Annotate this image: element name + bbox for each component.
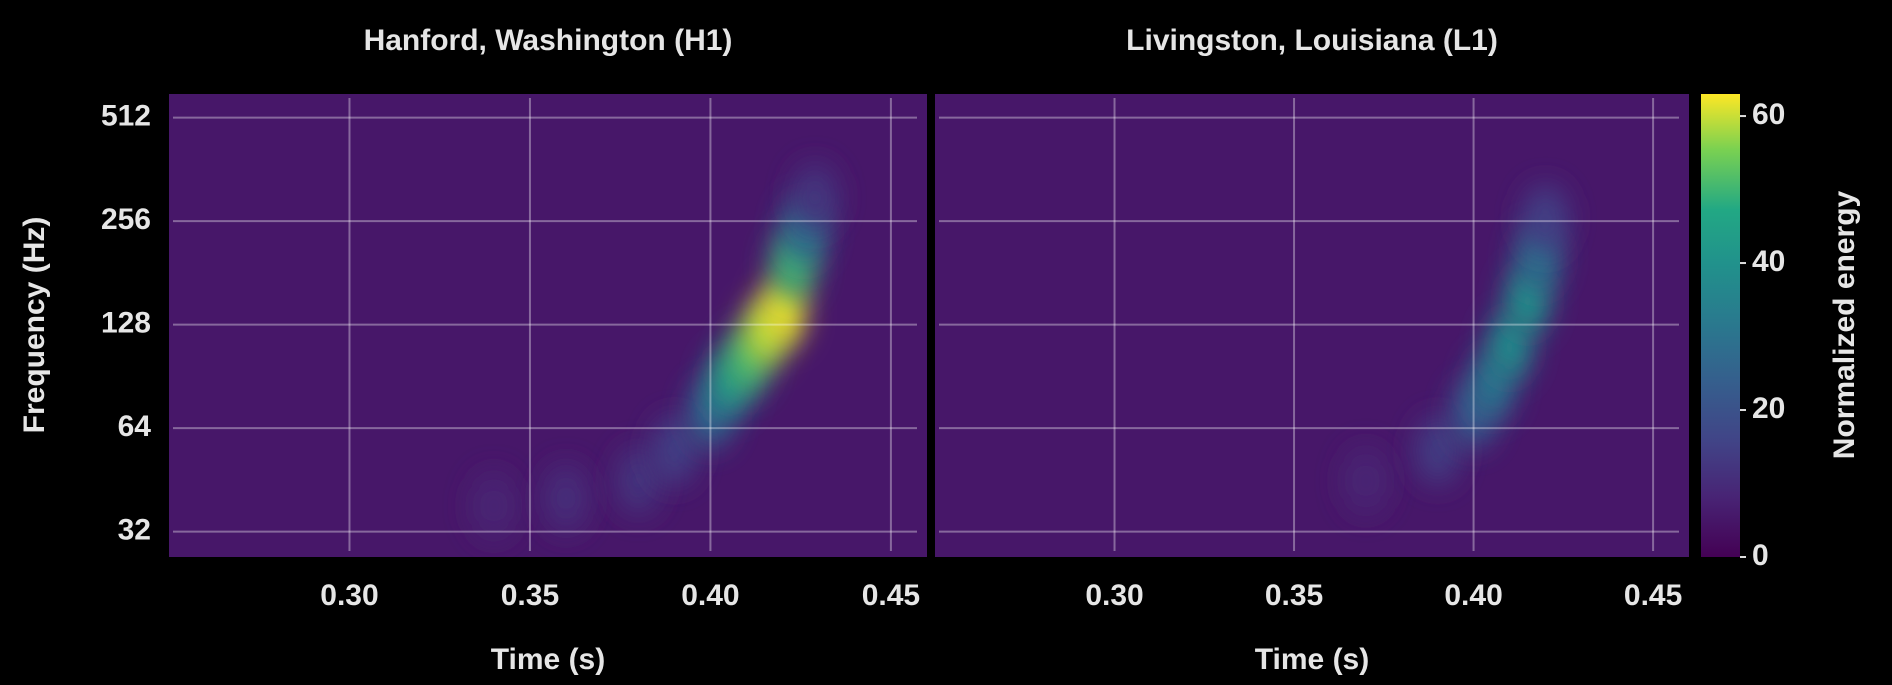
- x-tick-label: 0.30: [320, 579, 378, 612]
- colorbar-tick-label: 0: [1752, 539, 1769, 572]
- plot-background: [935, 94, 1689, 557]
- x-tick-label: 0.40: [681, 579, 739, 612]
- y-tick-label: 512: [101, 100, 151, 133]
- x-axis-label: Time (s): [491, 643, 605, 676]
- colorbar-label: Normalized energy: [1828, 190, 1861, 459]
- x-tick-label: 0.35: [1265, 579, 1323, 612]
- colorbar-tick-label: 20: [1752, 392, 1785, 425]
- panel-title: Hanford, Washington (H1): [364, 24, 733, 57]
- colorbar-tick-label: 40: [1752, 245, 1785, 278]
- y-tick-label: 64: [118, 410, 152, 443]
- y-tick-label: 32: [118, 514, 151, 547]
- x-tick-label: 0.30: [1085, 579, 1143, 612]
- panel-title: Livingston, Louisiana (L1): [1126, 24, 1498, 57]
- energy-blob: [1415, 416, 1460, 485]
- x-tick-label: 0.35: [501, 579, 559, 612]
- x-tick-label: 0.40: [1444, 579, 1502, 612]
- y-axis-label: Frequency (Hz): [18, 217, 51, 434]
- colorbar-tick-label: 60: [1752, 98, 1785, 131]
- heat-layer: [471, 163, 838, 540]
- colorbar: [1701, 94, 1740, 557]
- y-tick-label: 256: [101, 203, 151, 236]
- energy-blob: [544, 464, 589, 533]
- x-axis-label: Time (s): [1255, 643, 1369, 676]
- energy-blob: [1523, 184, 1568, 253]
- x-tick-label: 0.45: [862, 579, 920, 612]
- energy-blob: [793, 163, 838, 232]
- x-tick-label: 0.45: [1624, 579, 1682, 612]
- heat-layer: [1343, 184, 1568, 515]
- energy-blob: [616, 446, 661, 515]
- energy-blob: [471, 471, 516, 540]
- energy-blob: [652, 416, 697, 485]
- energy-blob: [1343, 446, 1388, 515]
- y-tick-label: 128: [101, 307, 151, 340]
